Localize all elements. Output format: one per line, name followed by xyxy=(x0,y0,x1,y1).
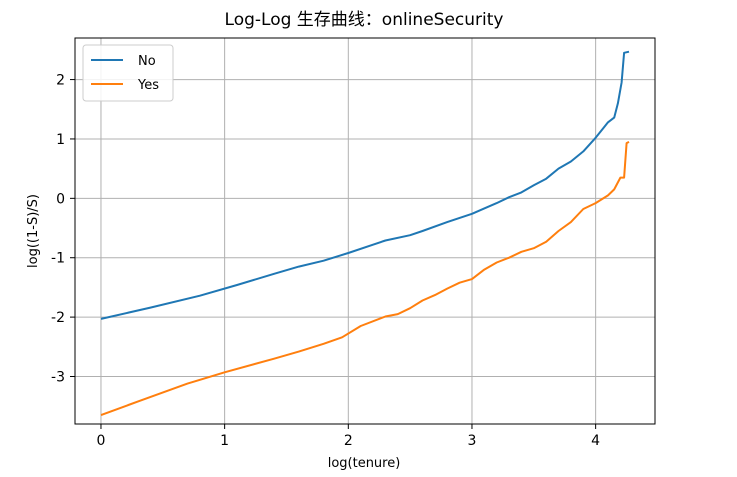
chart-title: Log-Log 生存曲线：onlineSecurity xyxy=(225,10,504,30)
y-tick-label: 1 xyxy=(56,132,65,148)
y-tick-label: -2 xyxy=(51,310,65,326)
series-line-yes xyxy=(100,141,630,417)
x-tick-label: 3 xyxy=(468,433,477,449)
legend-box xyxy=(82,44,174,102)
series-line-no xyxy=(100,50,630,320)
x-tick-label: 4 xyxy=(591,433,600,449)
legend-label-no: No xyxy=(138,54,156,69)
legend-label-yes: Yes xyxy=(137,78,159,93)
ticks: 0 1 2 3 4 -3 -2 -1 0 1 2 xyxy=(51,73,600,449)
x-tick-label: 1 xyxy=(220,433,229,449)
x-axis-label: log(tenure) xyxy=(328,456,401,471)
x-tick-label: 2 xyxy=(344,433,353,449)
y-axis-label: log((1-S)/S) xyxy=(26,194,41,268)
y-tick-label: -1 xyxy=(51,251,65,267)
series-layer xyxy=(100,50,630,417)
y-tick-label: 2 xyxy=(56,73,65,89)
y-tick-label: -3 xyxy=(51,369,65,385)
y-tick-label: 0 xyxy=(56,191,65,207)
x-tick-label: 0 xyxy=(97,433,106,449)
legend: No Yes xyxy=(82,44,174,102)
plot-frame xyxy=(74,37,656,425)
